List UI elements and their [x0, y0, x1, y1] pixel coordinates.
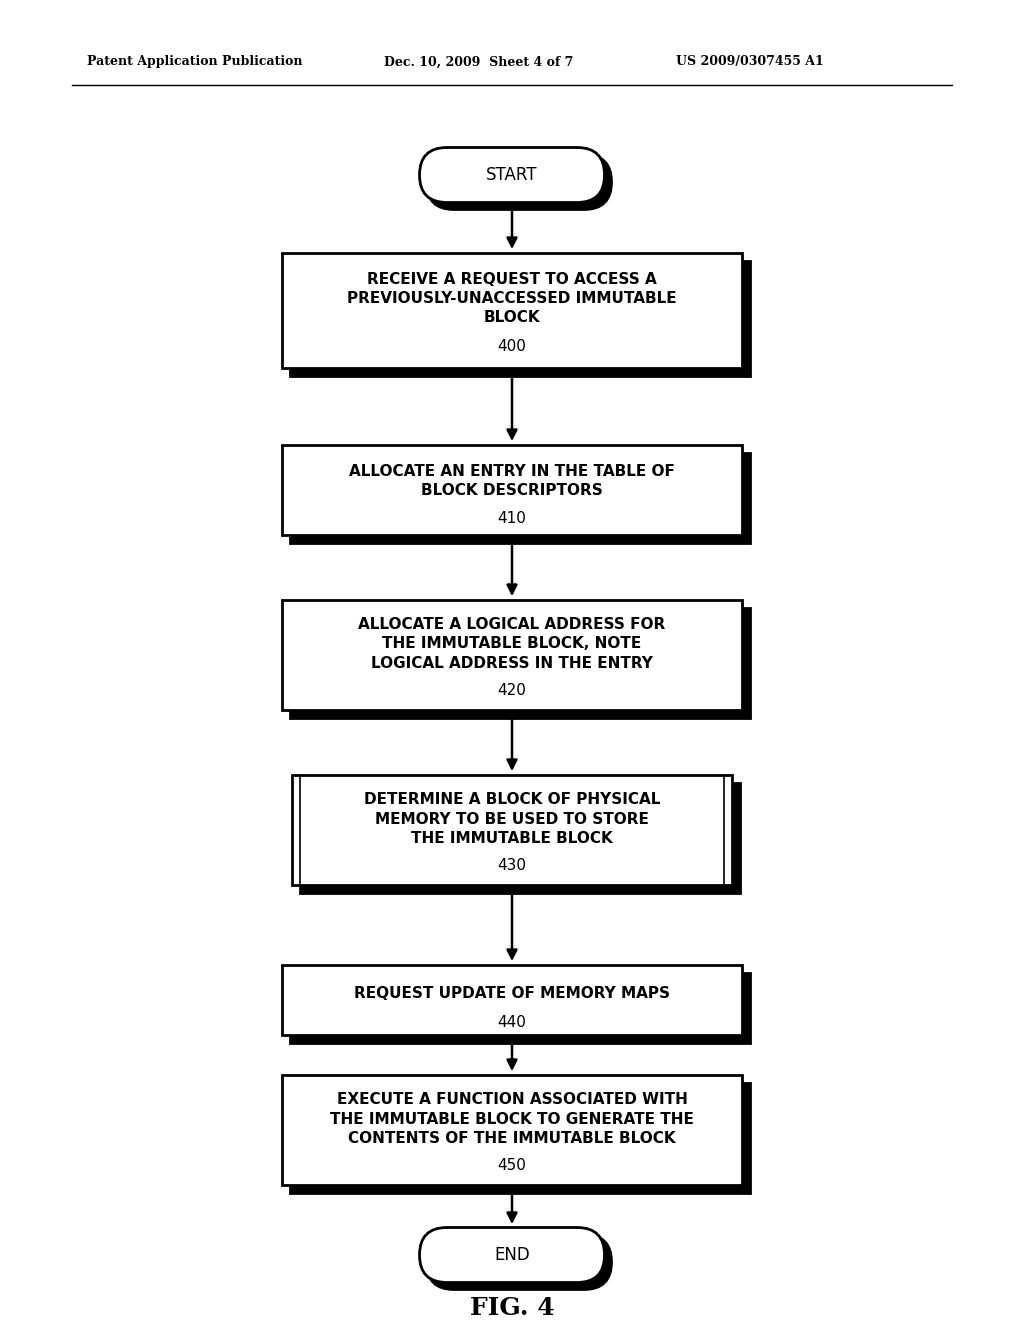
Text: 400: 400: [498, 339, 526, 354]
Bar: [282, 601, 742, 710]
Text: 430: 430: [498, 858, 526, 873]
FancyBboxPatch shape: [420, 148, 604, 202]
Bar: [282, 965, 742, 1035]
FancyBboxPatch shape: [427, 154, 611, 210]
Bar: [290, 453, 750, 543]
Bar: [282, 445, 742, 535]
Bar: [290, 1082, 750, 1193]
Bar: [292, 775, 732, 884]
Bar: [290, 973, 750, 1043]
Text: ALLOCATE A LOGICAL ADDRESS FOR
THE IMMUTABLE BLOCK, NOTE
LOGICAL ADDRESS IN THE : ALLOCATE A LOGICAL ADDRESS FOR THE IMMUT…: [358, 618, 666, 671]
Text: EXECUTE A FUNCTION ASSOCIATED WITH
THE IMMUTABLE BLOCK TO GENERATE THE
CONTENTS : EXECUTE A FUNCTION ASSOCIATED WITH THE I…: [330, 1093, 694, 1146]
Text: REQUEST UPDATE OF MEMORY MAPS: REQUEST UPDATE OF MEMORY MAPS: [354, 986, 670, 1001]
Text: 450: 450: [498, 1158, 526, 1172]
Bar: [282, 1074, 742, 1185]
Text: Dec. 10, 2009  Sheet 4 of 7: Dec. 10, 2009 Sheet 4 of 7: [384, 55, 573, 69]
Bar: [300, 783, 740, 894]
Text: ALLOCATE AN ENTRY IN THE TABLE OF
BLOCK DESCRIPTORS: ALLOCATE AN ENTRY IN THE TABLE OF BLOCK …: [349, 463, 675, 498]
Bar: [290, 260, 750, 375]
Text: DETERMINE A BLOCK OF PHYSICAL
MEMORY TO BE USED TO STORE
THE IMMUTABLE BLOCK: DETERMINE A BLOCK OF PHYSICAL MEMORY TO …: [364, 792, 660, 846]
Text: START: START: [486, 166, 538, 183]
Bar: [282, 252, 742, 367]
Text: RECEIVE A REQUEST TO ACCESS A
PREVIOUSLY-UNACCESSED IMMUTABLE
BLOCK: RECEIVE A REQUEST TO ACCESS A PREVIOUSLY…: [347, 272, 677, 325]
Text: 440: 440: [498, 1015, 526, 1030]
Text: 420: 420: [498, 682, 526, 698]
Text: 410: 410: [498, 511, 526, 527]
Bar: [290, 609, 750, 718]
Text: END: END: [495, 1246, 529, 1265]
Text: Patent Application Publication: Patent Application Publication: [87, 55, 302, 69]
FancyBboxPatch shape: [420, 1228, 604, 1283]
Text: US 2009/0307455 A1: US 2009/0307455 A1: [676, 55, 823, 69]
FancyBboxPatch shape: [427, 1234, 611, 1290]
Text: FIG. 4: FIG. 4: [470, 1296, 554, 1320]
